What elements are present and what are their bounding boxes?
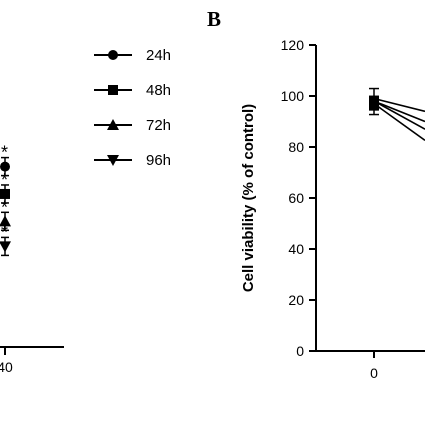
panel-b-x-ticks: 0 — [370, 351, 378, 381]
panel-b-y-ticks: 0 20 40 60 80 100 120 — [281, 37, 316, 359]
panel-b-y-tick-label: 120 — [281, 37, 305, 53]
panel-b-line-72h — [373, 100, 425, 130]
legend-marker-24h — [108, 50, 118, 60]
significance-star: * — [1, 222, 8, 242]
significance-star: * — [1, 170, 8, 190]
legend-label-48h: 48h — [146, 82, 171, 99]
legend-marker-96h — [107, 155, 119, 166]
panel-a-point-96h — [0, 241, 11, 253]
panel-b-line-48h — [373, 100, 425, 123]
panel-a-point-48h — [0, 188, 10, 199]
significance-star: * — [1, 143, 8, 163]
legend-label-24h: 24h — [146, 47, 171, 64]
panel-b-line-24h — [373, 97, 425, 113]
significance-star: * — [1, 197, 8, 217]
panel-a-points: * * * * — [0, 143, 11, 257]
panel-b-y-tick-label: 0 — [296, 343, 304, 359]
panel-b-y-tick-label: 60 — [288, 190, 304, 206]
panel-a-legend: 24h 48h 72h 96h — [94, 47, 171, 169]
panel-a-point-24h — [0, 161, 10, 172]
legend-marker-48h — [108, 85, 118, 95]
legend-label-96h: 96h — [146, 152, 171, 169]
panel-b-y-tick-label: 40 — [288, 241, 304, 257]
panel-b-x-tick-label: 0 — [370, 365, 378, 381]
panel-b-point-96h — [369, 100, 379, 111]
panel-a: 40 * * * * 24h 48h 72h 96h — [0, 47, 171, 375]
panel-a-point-72h — [0, 215, 11, 227]
panel-b-series — [369, 87, 425, 142]
panel-a-x-tick-label: 40 — [0, 359, 13, 375]
legend-marker-72h — [107, 119, 119, 130]
panel-b-line-96h — [373, 103, 425, 142]
legend-label-72h: 72h — [146, 117, 171, 134]
panel-b-y-tick-label: 20 — [288, 292, 304, 308]
panel-b: B Cell viability (% of control) 0 20 40 60 8… — [207, 7, 425, 381]
panel-b-label: B — [207, 7, 221, 31]
panel-b-y-tick-label: 100 — [281, 88, 305, 104]
panel-b-y-tick-label: 80 — [288, 139, 304, 155]
panel-b-y-axis-title: Cell viability (% of control) — [240, 104, 257, 292]
